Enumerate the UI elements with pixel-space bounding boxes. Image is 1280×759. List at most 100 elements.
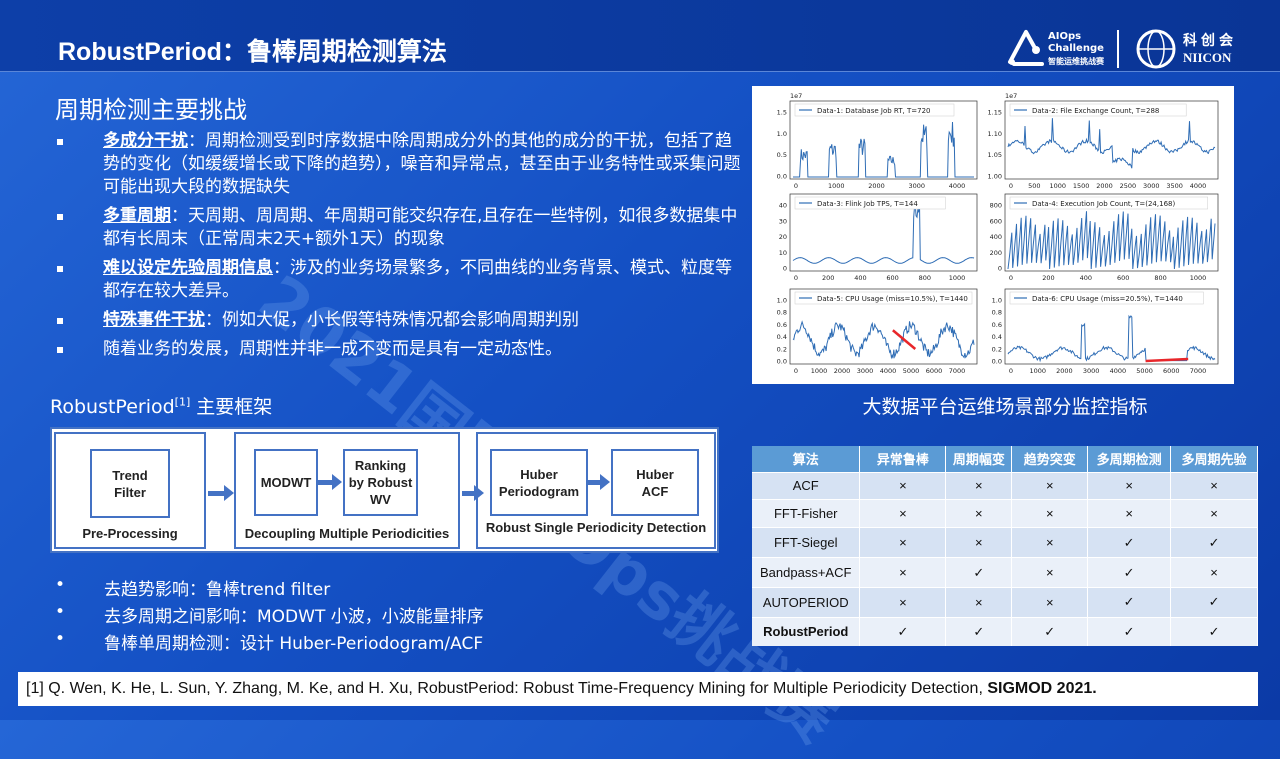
axes-frame xyxy=(1004,288,1219,365)
arrow-head xyxy=(474,485,484,501)
table-cell: × xyxy=(859,557,947,588)
x-tick-label: 2000 xyxy=(868,182,885,190)
bullet-dot: • xyxy=(55,629,66,649)
arrow xyxy=(318,480,334,485)
table-header-row: 算法 异常鲁棒 周期幅变 趋势突变 多周期检测 多周期先验 xyxy=(752,446,1258,472)
x-tick-label: 1000 xyxy=(1049,182,1066,190)
x-tick-label: 6000 xyxy=(926,367,943,375)
table-row: FFT-Siegel × × × ✓ ✓ xyxy=(752,527,1258,558)
y-tick-label: 0.2 xyxy=(992,345,1002,353)
x-tick-label: 5000 xyxy=(903,367,920,375)
x-tick-label: 600 xyxy=(1117,274,1129,282)
y-tick-label: 1.05 xyxy=(988,151,1002,159)
x-tick-label: 0 xyxy=(1009,367,1013,375)
bullet-dot: • xyxy=(55,575,66,595)
y-tick-label: 0.0 xyxy=(992,358,1002,366)
x-tick-label: 200 xyxy=(1042,274,1054,282)
chart-panel: Data-4: Execution Job Count, T=(24,168) 0… xyxy=(990,193,1219,282)
arrow xyxy=(462,491,476,496)
table-cell: RobustPeriod xyxy=(752,616,861,646)
x-tick-label: 800 xyxy=(1154,274,1166,282)
y-tick-label: 1.5 xyxy=(777,109,787,117)
framework-title: RobustPeriod[1] 主要框架 xyxy=(50,392,272,419)
arrow-head xyxy=(332,474,342,490)
challenge-item: 特殊事件干扰：例如大促，小长假等特殊情况都会影响周期判别 xyxy=(55,309,745,332)
series-line xyxy=(1007,211,1216,270)
table-cell: × xyxy=(1170,499,1258,528)
table-cell: × xyxy=(1011,557,1089,588)
bullet-square xyxy=(57,266,63,272)
x-tick-label: 0 xyxy=(794,367,798,375)
y-tick-label: 1.0 xyxy=(777,297,787,305)
challenge-term: 特殊事件干扰 xyxy=(103,310,205,330)
challenge-item: 多重周期：天周期、周周期、年周期可能交织存在,且存在一些特例，如很多数据集中都有… xyxy=(55,205,745,251)
table-cell: × xyxy=(859,499,947,528)
x-tick-label: 7000 xyxy=(1190,367,1207,375)
y-tick-label: 0 xyxy=(783,265,787,273)
y-tick-label: 20 xyxy=(779,233,787,241)
x-tick-label: 200 xyxy=(822,274,834,282)
column-header: 周期幅变 xyxy=(945,446,1013,472)
y-tick-label: 200 xyxy=(990,249,1002,257)
logo-text: 科创会 xyxy=(1183,33,1237,49)
table-cell: × xyxy=(859,527,947,558)
table-row: FFT-Fisher × × × × × xyxy=(752,499,1258,528)
x-tick-label: 4000 xyxy=(1190,182,1207,190)
logo-text: 智能运维挑战赛 xyxy=(1048,57,1104,66)
table-cell: × xyxy=(1170,557,1258,588)
table-cell: ✓ xyxy=(945,616,1013,646)
missing-segment xyxy=(892,329,917,350)
x-tick-label: 0 xyxy=(1009,182,1013,190)
x-tick-label: 1000 xyxy=(811,367,828,375)
x-tick-label: 800 xyxy=(919,274,931,282)
challenges-list: 多成分干扰：周期检测受到时序数据中除周期成分外的其他的成分的干扰，包括了趋势的变… xyxy=(55,130,745,367)
legend-text: Data-6: CPU Usage (miss=20.5%), T=1440 xyxy=(1032,295,1183,303)
x-tick-label: 3000 xyxy=(1143,182,1160,190)
y-tick-label: 40 xyxy=(779,202,787,210)
challenge-text: ：涉及的业务场景繁多，不同曲线的业务背景、模式、粒度等都存在较大差异。 xyxy=(103,258,732,301)
x-tick-label: 7000 xyxy=(949,367,966,375)
chart-panel: Data-6: CPU Usage (miss=20.5%), T=1440 0.… xyxy=(992,288,1219,375)
arrow-head xyxy=(224,485,234,501)
bullet-text: 去多周期之间影响：MODWT 小波，小波能量排序 xyxy=(104,607,484,627)
stage-decoupling xyxy=(234,432,460,549)
table-cell: ✓ xyxy=(1170,586,1258,618)
stage-robust-single xyxy=(476,432,716,549)
axes-frame xyxy=(789,100,978,180)
legend-box xyxy=(794,196,946,210)
table-cell: × xyxy=(1087,499,1172,528)
challenge-item: 多成分干扰：周期检测受到时序数据中除周期成分外的其他的成分的干扰，包括了趋势的变… xyxy=(55,130,745,199)
column-header: 算法 xyxy=(752,446,861,472)
legend-text: Data-4: Execution Job Count, T=(24,168) xyxy=(1032,200,1175,208)
challenge-text: ：周期检测受到时序数据中除周期成分外的其他的成分的干扰，包括了趋势的变化（如缓缓… xyxy=(103,131,741,197)
y-tick-label: 0.0 xyxy=(777,358,787,366)
bullet-square xyxy=(57,347,63,353)
box-modwt: MODWT xyxy=(254,449,318,516)
x-tick-label: 0 xyxy=(794,274,798,282)
x-tick-label: 4000 xyxy=(880,367,897,375)
y-tick-label: 0.2 xyxy=(777,345,787,353)
series-line xyxy=(792,320,975,360)
y-tick-label: 0.5 xyxy=(777,151,787,159)
stage-label: Decoupling Multiple Periodicities xyxy=(244,526,450,541)
bullet-square xyxy=(57,214,63,220)
arrow xyxy=(208,491,224,496)
table-cell: × xyxy=(945,471,1013,500)
y-tick-label: 400 xyxy=(990,233,1002,241)
bullet-square xyxy=(57,318,63,324)
x-tick-label: 0 xyxy=(794,182,798,190)
box-label: Ranking by Robust WV xyxy=(348,458,413,507)
x-tick-label: 4000 xyxy=(1110,367,1127,375)
table-row: Bandpass+ACF × ✓ × ✓ × xyxy=(752,557,1258,588)
x-tick-label: 6000 xyxy=(1163,367,1180,375)
table-cell: AUTOPERIOD xyxy=(752,586,861,618)
series-line xyxy=(792,203,975,264)
box-label: MODWT xyxy=(260,475,312,490)
column-header: 多周期检测 xyxy=(1087,446,1172,472)
stage-label: Pre-Processing xyxy=(82,526,178,541)
x-tick-label: 1000 xyxy=(1190,274,1207,282)
y-tick-label: 1.15 xyxy=(988,109,1002,117)
axes-frame xyxy=(1004,193,1219,272)
axis-offset: 1e7 xyxy=(790,92,802,100)
